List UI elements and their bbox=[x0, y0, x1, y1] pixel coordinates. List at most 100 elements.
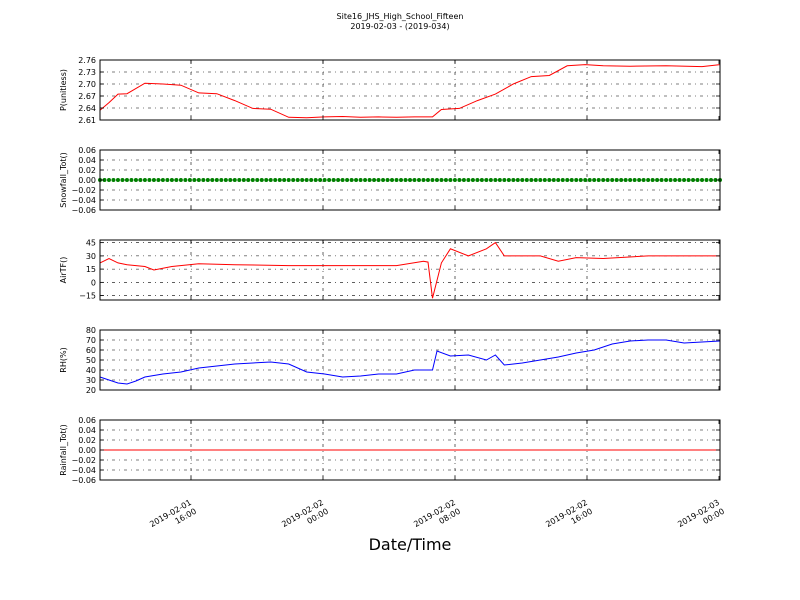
data-point bbox=[691, 178, 695, 182]
data-point bbox=[633, 178, 637, 182]
data-point bbox=[147, 178, 151, 182]
data-point bbox=[466, 178, 470, 182]
data-point bbox=[219, 178, 223, 182]
data-point bbox=[161, 178, 165, 182]
data-point bbox=[637, 178, 641, 182]
data-point bbox=[354, 178, 358, 182]
y-tick-label: −0.04 bbox=[71, 196, 96, 205]
data-point bbox=[264, 178, 268, 182]
y-tick-label: 40 bbox=[86, 366, 96, 375]
data-point bbox=[395, 178, 399, 182]
data-point bbox=[377, 178, 381, 182]
data-point bbox=[547, 178, 551, 182]
data-point bbox=[228, 178, 232, 182]
data-point bbox=[705, 178, 709, 182]
data-point bbox=[556, 178, 560, 182]
data-point bbox=[552, 178, 556, 182]
data-point bbox=[534, 178, 538, 182]
data-point bbox=[282, 178, 286, 182]
data-point bbox=[664, 178, 668, 182]
x-tick-label: 2019-02-0300:00 bbox=[676, 498, 726, 538]
data-point bbox=[601, 178, 605, 182]
y-tick-label: −0.06 bbox=[71, 206, 96, 215]
x-tick-label: 2019-02-0200:00 bbox=[280, 498, 330, 538]
data-point bbox=[165, 178, 169, 182]
subplot-panels: 2.762.732.702.672.642.61P(unitless)0.060… bbox=[59, 56, 722, 485]
y-tick-label: 0.04 bbox=[78, 426, 96, 435]
data-point bbox=[646, 178, 650, 182]
x-tick-label: 2019-02-0216:00 bbox=[544, 498, 594, 538]
data-point bbox=[215, 178, 219, 182]
data-point bbox=[381, 178, 385, 182]
data-point bbox=[107, 178, 111, 182]
data-point bbox=[493, 178, 497, 182]
data-point bbox=[678, 178, 682, 182]
y-tick-label: 2.64 bbox=[78, 104, 96, 113]
plot-frame bbox=[100, 240, 720, 300]
data-point bbox=[682, 178, 686, 182]
data-point bbox=[372, 178, 376, 182]
data-point bbox=[570, 178, 574, 182]
y-axis-label: RH(%) bbox=[59, 347, 68, 372]
data-point bbox=[480, 178, 484, 182]
data-point bbox=[255, 178, 259, 182]
data-point bbox=[260, 178, 264, 182]
data-point bbox=[592, 178, 596, 182]
data-point bbox=[246, 178, 250, 182]
data-point bbox=[143, 178, 147, 182]
data-point bbox=[628, 178, 632, 182]
data-point bbox=[606, 178, 610, 182]
data-point bbox=[363, 178, 367, 182]
data-point bbox=[296, 178, 300, 182]
data-point bbox=[192, 178, 196, 182]
data-point bbox=[206, 178, 210, 182]
data-point bbox=[111, 178, 115, 182]
data-point bbox=[138, 178, 142, 182]
y-tick-label: 0.02 bbox=[78, 436, 96, 445]
data-point bbox=[624, 178, 628, 182]
data-point bbox=[669, 178, 673, 182]
data-point bbox=[651, 178, 655, 182]
data-point bbox=[439, 178, 443, 182]
y-tick-label: 2.67 bbox=[78, 92, 96, 101]
series-line bbox=[100, 340, 720, 384]
x-tick-label: 2019-02-0208:00 bbox=[412, 498, 462, 538]
y-tick-label: 2.70 bbox=[78, 80, 96, 89]
y-tick-label: 0.06 bbox=[78, 146, 96, 155]
y-tick-label: 80 bbox=[86, 326, 96, 335]
data-point bbox=[673, 178, 677, 182]
data-point bbox=[516, 178, 520, 182]
x-axis-label: Date/Time bbox=[369, 535, 452, 554]
y-tick-label: −0.06 bbox=[71, 476, 96, 485]
data-point bbox=[660, 178, 664, 182]
data-point bbox=[237, 178, 241, 182]
y-tick-label: 60 bbox=[86, 346, 96, 355]
data-point bbox=[448, 178, 452, 182]
data-point bbox=[709, 178, 713, 182]
data-point bbox=[170, 178, 174, 182]
data-point bbox=[368, 178, 372, 182]
data-point bbox=[597, 178, 601, 182]
data-point bbox=[242, 178, 246, 182]
data-point bbox=[655, 178, 659, 182]
y-tick-label: −0.02 bbox=[71, 186, 96, 195]
data-point bbox=[700, 178, 704, 182]
data-point bbox=[224, 178, 228, 182]
data-point bbox=[273, 178, 277, 182]
data-point bbox=[642, 178, 646, 182]
data-point bbox=[390, 178, 394, 182]
data-point bbox=[201, 178, 205, 182]
data-point bbox=[430, 178, 434, 182]
data-point bbox=[386, 178, 390, 182]
data-point bbox=[610, 178, 614, 182]
data-point bbox=[561, 178, 565, 182]
x-axis-tick-labels: 2019-02-0116:00 2019-02-0200:00 2019-02-02… bbox=[148, 498, 726, 538]
series-line bbox=[100, 243, 720, 299]
data-point bbox=[453, 178, 457, 182]
y-tick-label: 0 bbox=[91, 278, 96, 287]
data-point bbox=[457, 178, 461, 182]
y-tick-label: 2.76 bbox=[78, 56, 96, 65]
data-point bbox=[327, 178, 331, 182]
